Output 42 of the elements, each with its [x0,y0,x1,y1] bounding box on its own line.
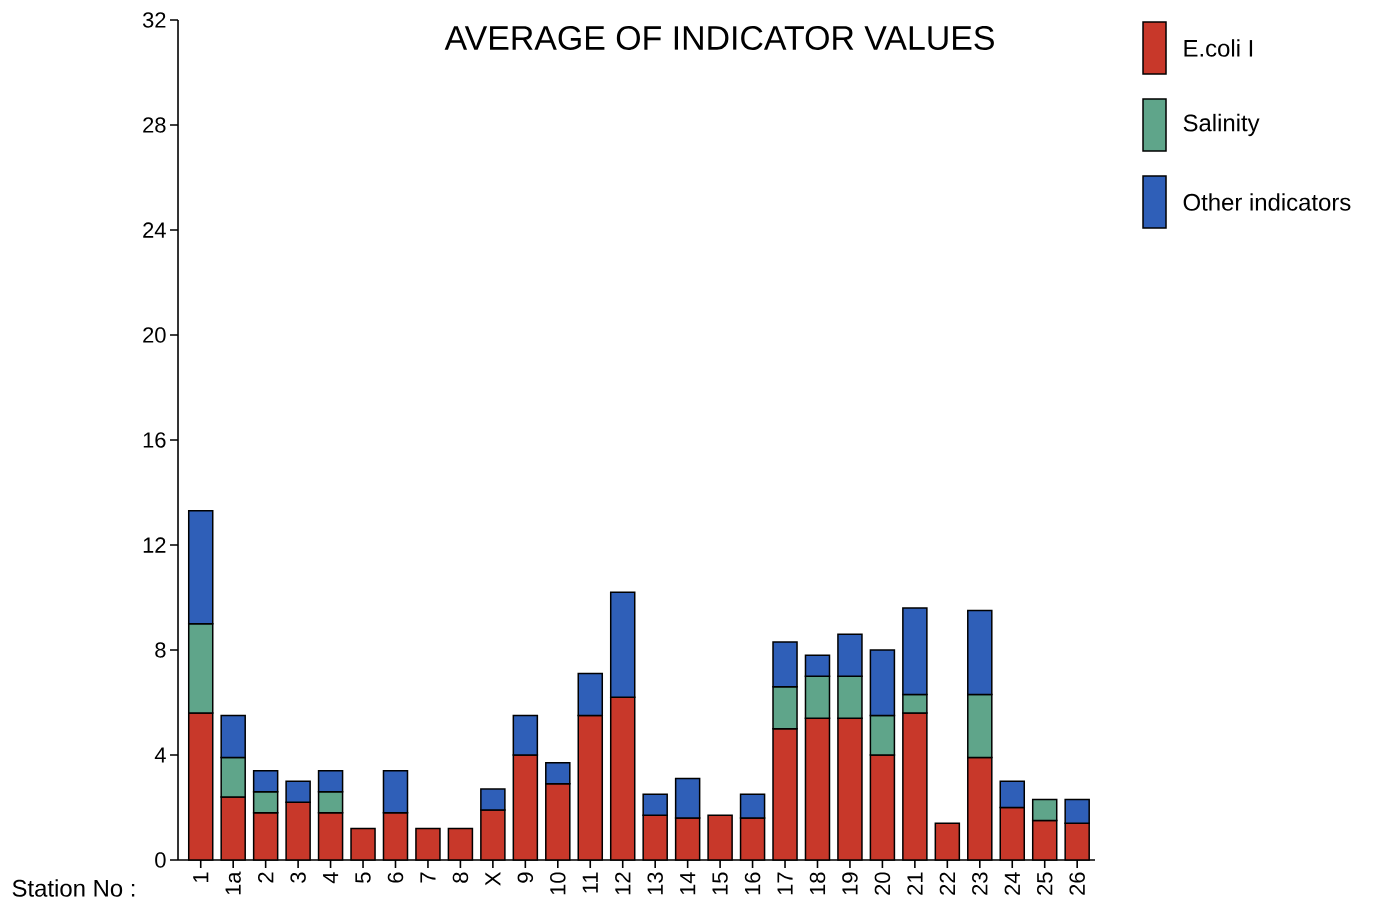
x-tick-label: 25 [1036,872,1053,895]
x-tick-label: 11 [582,872,598,893]
x-tick-label: 19 [842,872,858,895]
x-tick-label: 14 [680,872,696,895]
x-tick-label: 4 [323,872,339,884]
x-tick-label: 15 [712,872,728,895]
y-tick-label: 8 [155,642,166,658]
legend-label: E.coli I [1184,39,1253,57]
x-tick-label: 20 [874,872,891,895]
y-tick-label: 12 [143,537,166,553]
x-tick-label: X [485,871,501,886]
y-tick-label: 28 [143,117,166,133]
y-tick-label: 32 [142,12,166,28]
x-tick-label: 12 [615,872,631,895]
x-tick-label: 2 [257,872,274,883]
x-tick-label: 16 [744,872,761,895]
x-tick-label: 21 [907,872,923,895]
x-tick-label: 22 [939,872,955,895]
x-tick-label: 1a [225,871,241,895]
x-tick-label: 3 [290,872,306,883]
legend-label: Other indicators [1183,193,1351,211]
y-tick-label: 4 [154,747,166,763]
x-axis-title: Station No : [12,879,135,897]
x-tick-label: 9 [517,872,534,883]
chart-title: AVERAGE OF INDICATOR VALUES [444,25,994,50]
y-tick-label: 20 [143,327,166,343]
x-tick-label: 1 [193,872,209,883]
y-tick-label: 0 [155,852,166,868]
x-tick-label: 5 [355,872,371,883]
x-tick-label: 26 [1069,872,1085,895]
x-tick-label: 7 [420,872,436,883]
x-tick-label: 24 [1004,872,1020,895]
x-tick-label: 23 [972,872,988,895]
y-tick-label: 24 [143,222,166,238]
x-tick-label: 18 [809,872,826,895]
x-tick-label: 6 [387,872,404,883]
y-tick-label: 16 [143,432,166,448]
legend-label: Salinity [1183,113,1260,137]
x-tick-label: 8 [452,872,469,883]
x-tick-label: 17 [777,872,793,895]
x-tick-label: 13 [647,872,663,895]
x-tick-label: 10 [550,872,566,895]
